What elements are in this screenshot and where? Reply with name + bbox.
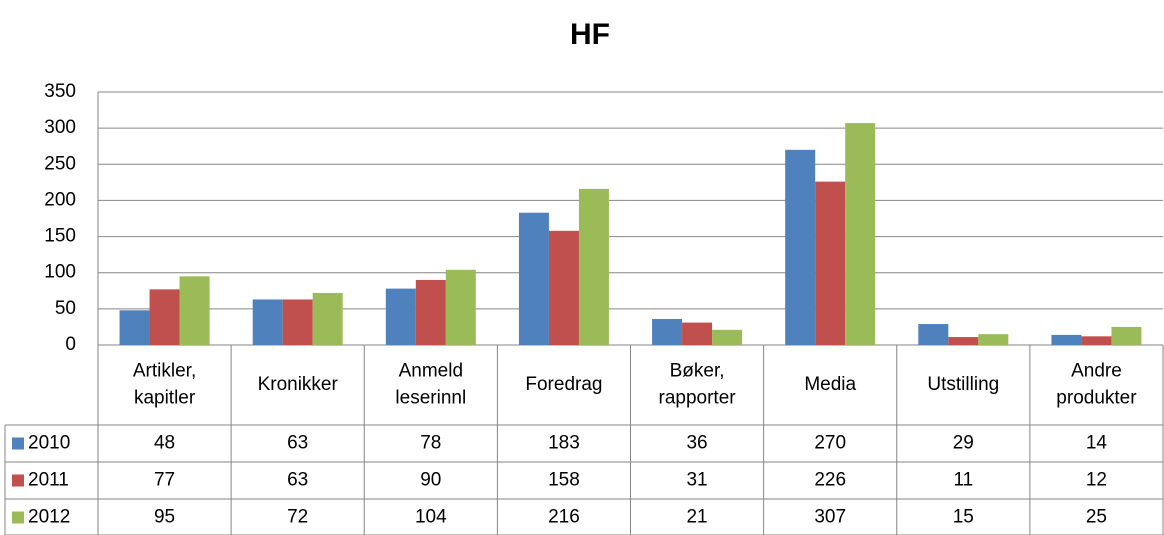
table-value: 183: [548, 433, 580, 454]
bar: [119, 310, 150, 345]
y-tick-label: 100: [44, 262, 76, 283]
x-tick-label-line: kapitler: [134, 388, 196, 409]
x-tick-label-line: Anmeld: [399, 361, 463, 382]
table-value: 216: [548, 507, 580, 528]
legend-label: 2012: [28, 507, 70, 528]
y-tick-label: 150: [44, 226, 76, 247]
bar: [445, 269, 476, 345]
y-tick-label: 0: [65, 334, 76, 355]
table-value: 11: [953, 470, 973, 491]
bar: [1051, 334, 1082, 345]
bar: [179, 276, 210, 345]
table-value: 15: [953, 507, 974, 528]
table-value: 270: [814, 433, 846, 454]
legend-swatch: [12, 511, 24, 524]
x-tick-label: Bøker, rapporter: [659, 361, 737, 409]
table-value: 63: [287, 433, 308, 454]
x-tick-label: Anmeld leserinnl: [395, 361, 466, 409]
table-value: 104: [415, 507, 447, 528]
y-tick-label: 200: [44, 189, 76, 210]
legend-label: 2011: [28, 470, 69, 491]
x-tick-label-line: Andre: [1071, 361, 1122, 382]
bar: [1111, 326, 1142, 345]
y-tick-label: 300: [44, 117, 76, 138]
x-tick-label-line: leserinnl: [395, 388, 466, 409]
bar: [785, 149, 816, 345]
bar: [518, 212, 549, 345]
chart-title: HF: [570, 18, 610, 51]
table-value: 226: [814, 470, 846, 491]
legend-swatch: [12, 474, 24, 487]
bar: [312, 292, 343, 345]
x-tick-label: Andre produkter: [1056, 361, 1137, 409]
bar: [845, 123, 876, 345]
bar: [978, 334, 1009, 345]
table-value: 90: [420, 470, 441, 491]
table-value: 72: [287, 507, 308, 528]
bar: [918, 324, 949, 345]
table-value: 307: [814, 507, 846, 528]
table-value: 25: [1086, 507, 1107, 528]
table-value: 12: [1086, 470, 1107, 491]
x-tick-label-line: rapporter: [659, 388, 737, 409]
bar: [578, 188, 609, 345]
x-tick-label: Kronikker: [258, 374, 339, 395]
table-value: 95: [154, 507, 175, 528]
x-tick-label-line: Bøker,: [670, 361, 725, 382]
x-tick-label: Artikler, kapitler: [133, 361, 196, 409]
table-value: 158: [548, 470, 580, 491]
table-value: 29: [953, 433, 974, 454]
x-tick-label-line: produkter: [1056, 388, 1137, 409]
bar: [385, 288, 416, 345]
x-tick-label: Foredrag: [525, 374, 602, 395]
bar: [548, 230, 579, 345]
table-value: 63: [287, 470, 308, 491]
table-value: 48: [154, 433, 175, 454]
table-value: 36: [686, 433, 707, 454]
bar: [282, 299, 313, 345]
bar: [948, 337, 979, 345]
bar: [712, 329, 743, 345]
x-tick-label: Media: [804, 374, 856, 395]
table-value: 78: [420, 433, 441, 454]
bar: [815, 181, 846, 345]
bar: [149, 289, 180, 345]
y-tick-label: 350: [44, 81, 76, 102]
bar: [682, 322, 713, 345]
bar: [1081, 336, 1112, 345]
bar: [252, 299, 283, 345]
x-tick-label-line: Artikler,: [133, 361, 196, 382]
y-tick-label: 250: [44, 153, 76, 174]
bar: [415, 279, 446, 345]
x-tick-label: Utstilling: [927, 374, 999, 395]
legend-label: 2010: [28, 433, 70, 454]
y-tick-label: 50: [55, 298, 76, 319]
legend-swatch: [12, 437, 24, 450]
bar: [652, 318, 683, 345]
table-value: 77: [154, 470, 175, 491]
table-value: 14: [1086, 433, 1108, 454]
table-value: 31: [686, 470, 707, 491]
table-value: 21: [686, 507, 707, 528]
